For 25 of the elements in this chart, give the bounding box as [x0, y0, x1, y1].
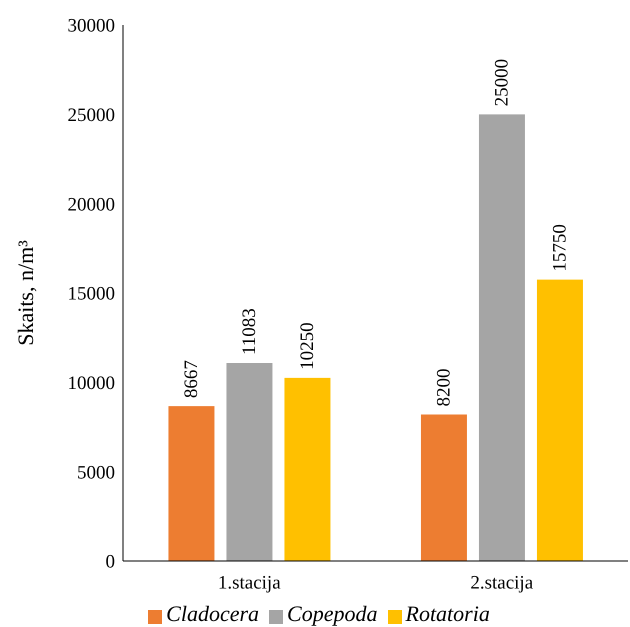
y-tick-label: 15000 [68, 284, 115, 305]
data-label: 15750 [549, 224, 570, 272]
bar [168, 406, 214, 561]
data-label: 11083 [238, 308, 260, 355]
bar [536, 280, 583, 561]
x-tick-label: 2.stacija [470, 572, 534, 594]
y-tick-label: 20000 [68, 194, 115, 216]
y-axis-title: Skaits, n/m³ [12, 240, 38, 346]
bar [284, 378, 330, 561]
bar [420, 414, 467, 561]
y-tick-label: 5000 [77, 462, 115, 484]
data-label: 8667 [180, 360, 202, 398]
legend-label: Rotatoria [406, 601, 490, 626]
y-tick-label: 30000 [68, 16, 115, 37]
legend-label: Cladocera [166, 601, 260, 626]
data-label: 8200 [433, 368, 454, 406]
y-tick-label: 0 [106, 552, 115, 573]
bar [478, 114, 525, 561]
bar [226, 362, 272, 561]
x-tick-label: 1.stacija [218, 572, 282, 594]
data-label: 25000 [491, 58, 512, 106]
data-label: 10250 [296, 322, 318, 370]
y-tick-label: 10000 [68, 373, 115, 394]
legend-label: Copepoda [287, 601, 378, 626]
y-tick-label: 25000 [68, 105, 115, 126]
